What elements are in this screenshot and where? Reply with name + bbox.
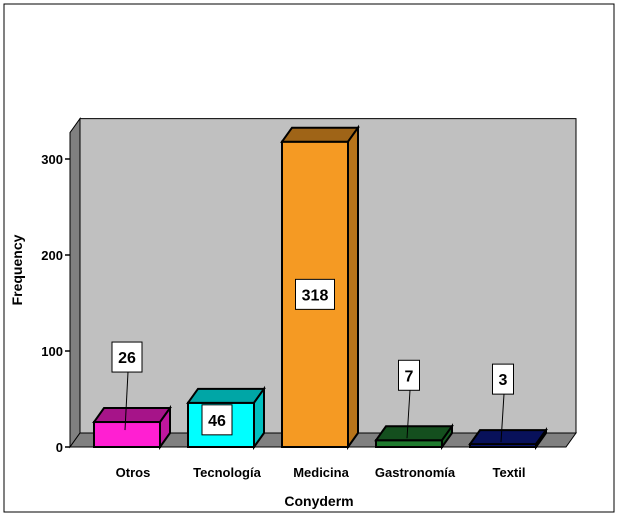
data-label-text: 26 <box>118 350 136 367</box>
y-tick-label: 0 <box>56 440 63 455</box>
data-label-leader <box>500 394 505 443</box>
bar-side <box>347 124 359 451</box>
data-label-box <box>295 278 335 310</box>
data-label-leader <box>124 372 129 431</box>
data-label-box <box>201 404 233 436</box>
bar-otros <box>92 404 172 451</box>
data-label-leader <box>406 390 411 439</box>
data-label-text: 46 <box>208 413 226 430</box>
bar-gastronomía <box>374 423 454 451</box>
x-tick-label: Textil <box>493 465 526 480</box>
bar-top <box>186 387 266 404</box>
data-label-medicina: 318 <box>295 278 335 310</box>
bar-top <box>468 429 548 446</box>
y-axis-title: Frequency <box>9 234 25 305</box>
x-tick-label: Medicina <box>293 465 349 480</box>
y-tick-label: 300 <box>41 152 63 167</box>
data-label-gastronomía: 7 <box>398 359 420 439</box>
x-axis-title: Conyderm <box>284 493 353 509</box>
bars <box>92 124 548 451</box>
data-label-text: 3 <box>499 372 508 389</box>
bar-top <box>280 126 360 143</box>
plot-side-wall <box>69 117 81 449</box>
bar-side <box>159 404 171 451</box>
y-axis: 0 100 200 300 <box>41 152 70 455</box>
data-label-text: 318 <box>302 287 329 304</box>
bar-side <box>253 385 265 451</box>
data-label-box <box>492 363 514 395</box>
bar-top <box>92 407 172 424</box>
bar-side <box>535 426 547 451</box>
data-label-otros: 26 <box>111 341 143 431</box>
bar-top <box>374 425 454 442</box>
x-tick-label: Gastronomía <box>375 465 456 480</box>
data-labels: 26 46 318 7 3 <box>111 278 514 443</box>
data-label-text: 7 <box>405 368 414 385</box>
y-tick-label: 200 <box>41 248 63 263</box>
data-label-tecnología: 46 <box>201 404 233 436</box>
bar-front <box>93 421 161 449</box>
x-tick-label: Otros <box>116 465 151 480</box>
bar-side <box>441 423 453 451</box>
data-label-textil: 3 <box>492 363 514 443</box>
x-axis-labels: Otros Tecnología Medicina Gastronomía Textil <box>116 465 526 480</box>
bar-textil <box>468 426 548 451</box>
bar-front <box>375 439 443 448</box>
y-tick-label: 100 <box>41 344 63 359</box>
x-tick-label: Tecnología <box>193 465 261 480</box>
data-label-box <box>398 359 420 391</box>
data-label-box <box>111 341 143 373</box>
